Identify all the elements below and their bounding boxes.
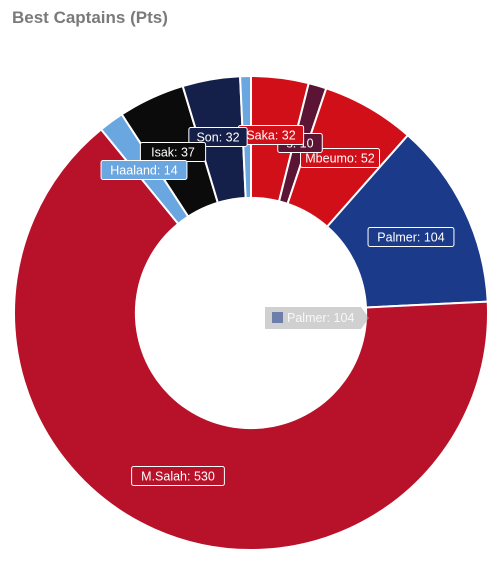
data-label-text: Isak: 37 [151,146,195,160]
data-label: M.Salah: 530 [131,466,225,486]
data-label-box [131,466,225,486]
tooltip-text: Palmer: 104 [287,311,354,325]
data-label: Haaland: 14 [100,160,188,180]
data-label-box [100,160,188,180]
data-label: Mbeumo: 52 [300,148,380,168]
tooltip: Palmer: 104 [265,307,369,329]
data-label-text: Saka: 32 [246,129,295,143]
data-label-box [300,148,380,168]
data-label-text: M.Salah: 530 [141,470,215,484]
data-label-box [367,227,455,247]
data-label-text: Son: 32 [196,131,239,145]
data-label: Isak: 37 [139,142,207,162]
data-label: Palmer: 104 [367,227,455,247]
data-label-text: Palmer: 104 [377,231,444,245]
tooltip-box [265,307,369,329]
data-label-box [188,127,248,147]
data-label-text: Mbeumo: 52 [305,152,375,166]
data-label: Saka: 32 [237,125,305,145]
data-label: Son: 32 [188,127,248,147]
chart-title: Best Captains (Pts) [12,8,168,27]
data-label-text: Haaland: 14 [110,164,177,178]
doughnut-hole [134,196,368,430]
tooltip-swatch [272,312,283,323]
